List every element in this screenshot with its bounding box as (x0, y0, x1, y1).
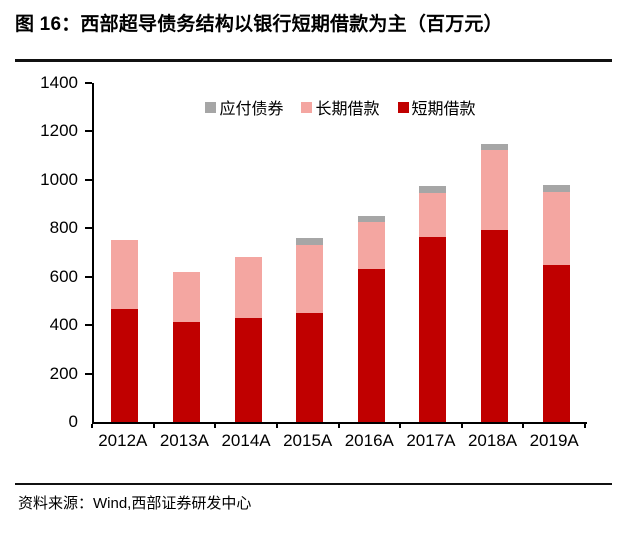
bar-segment-长期借款-2015A (296, 245, 324, 314)
figure-title: 图 16：西部超导债务结构以银行短期借款为主（百万元） (15, 14, 503, 35)
x-tick (152, 424, 155, 428)
bar-segment-短期借款-2014A (234, 317, 262, 422)
y-tick (85, 275, 92, 278)
bar-segment-短期借款-2013A (172, 321, 200, 422)
y-tick (85, 82, 92, 84)
legend-item-short-term-loans: 短期借款 (397, 95, 476, 119)
x-axis-label: 2013A (159, 431, 210, 450)
legend-swatch-bonds-payable (205, 101, 217, 113)
legend-item-long-term-loans: 长期借款 (301, 95, 380, 119)
legend-label-bonds-payable: 应付债券 (219, 101, 284, 118)
y-tick (85, 130, 92, 133)
bar-segment-短期借款-2017A (419, 236, 447, 422)
x-axis-label: 2018A (467, 431, 518, 450)
bar-segment-长期借款-2019A (542, 191, 570, 265)
chart-legend: 应付债券 长期借款 短期借款 (94, 95, 587, 119)
bar-segment-长期借款-2012A (111, 240, 139, 310)
bar-segment-长期借款-2018A (481, 149, 509, 230)
bar-segment-短期借款-2015A (296, 313, 324, 422)
bar-segment-应付债券-2017A (419, 185, 447, 194)
y-tick (85, 372, 92, 375)
x-axis-label: 2015A (283, 431, 333, 450)
x-axis-label: 2012A (98, 431, 148, 450)
legend-item-bonds-payable: 应付债券 (205, 95, 283, 119)
y-tick (85, 227, 92, 230)
stacked-bar-chart: 应付债券 长期借款 短期借款 0 200 400 600 800 1000 1200 1400… (40, 73, 587, 450)
x-axis-label: 2016A (344, 431, 394, 450)
bar-segment-长期借款-2016A (357, 222, 385, 270)
x-tick (522, 424, 525, 428)
x-tick (460, 424, 463, 428)
bar-segment-应付债券-2015A (296, 238, 324, 246)
legend-swatch-short-term-loans (397, 101, 409, 113)
y-axis-label: 600 (49, 266, 78, 286)
y-axis-label: 200 (49, 363, 78, 383)
source-note: 资料来源：Wind,西部证券研发中心 (18, 495, 252, 512)
y-axis-label: 1200 (40, 121, 78, 141)
bar-segment-短期借款-2016A (357, 269, 385, 422)
bar-segment-应付债券-2018A (481, 143, 509, 150)
plot-area: 应付债券 长期借款 短期借款 (92, 83, 587, 424)
x-tick (337, 424, 340, 428)
y-tick (85, 324, 92, 327)
legend-label-long-term-loans: 长期借款 (315, 101, 380, 118)
y-axis-label: 1400 (40, 73, 78, 92)
bar-segment-短期借款-2012A (111, 309, 139, 422)
y-axis-label: 800 (49, 218, 78, 238)
x-tick (214, 424, 217, 428)
bar-segment-长期借款-2017A (419, 193, 447, 237)
x-tick (399, 424, 402, 428)
y-axis-label: 1000 (40, 169, 78, 189)
y-axis-label: 0 (68, 412, 78, 431)
bar-segment-长期借款-2013A (172, 271, 200, 322)
bar-segment-长期借款-2014A (234, 257, 262, 318)
x-axis-label: 2014A (221, 431, 271, 450)
bar-segment-短期借款-2018A (481, 229, 509, 422)
legend-label-short-term-loans: 短期借款 (411, 101, 476, 118)
bar-segment-应付债券-2019A (542, 184, 570, 192)
x-tick (275, 424, 278, 428)
title-divider-line (15, 59, 612, 62)
y-axis-label: 400 (49, 315, 78, 335)
y-tick (85, 178, 92, 181)
bar-segment-短期借款-2019A (542, 264, 570, 422)
x-axis-label: 2019A (529, 431, 579, 450)
bar-segment-应付债券-2016A (357, 216, 385, 223)
legend-swatch-long-term-loans (301, 101, 313, 113)
x-tick (91, 424, 93, 428)
x-axis-label: 2017A (406, 431, 456, 450)
source-divider-line (15, 483, 612, 485)
x-tick (584, 424, 586, 428)
